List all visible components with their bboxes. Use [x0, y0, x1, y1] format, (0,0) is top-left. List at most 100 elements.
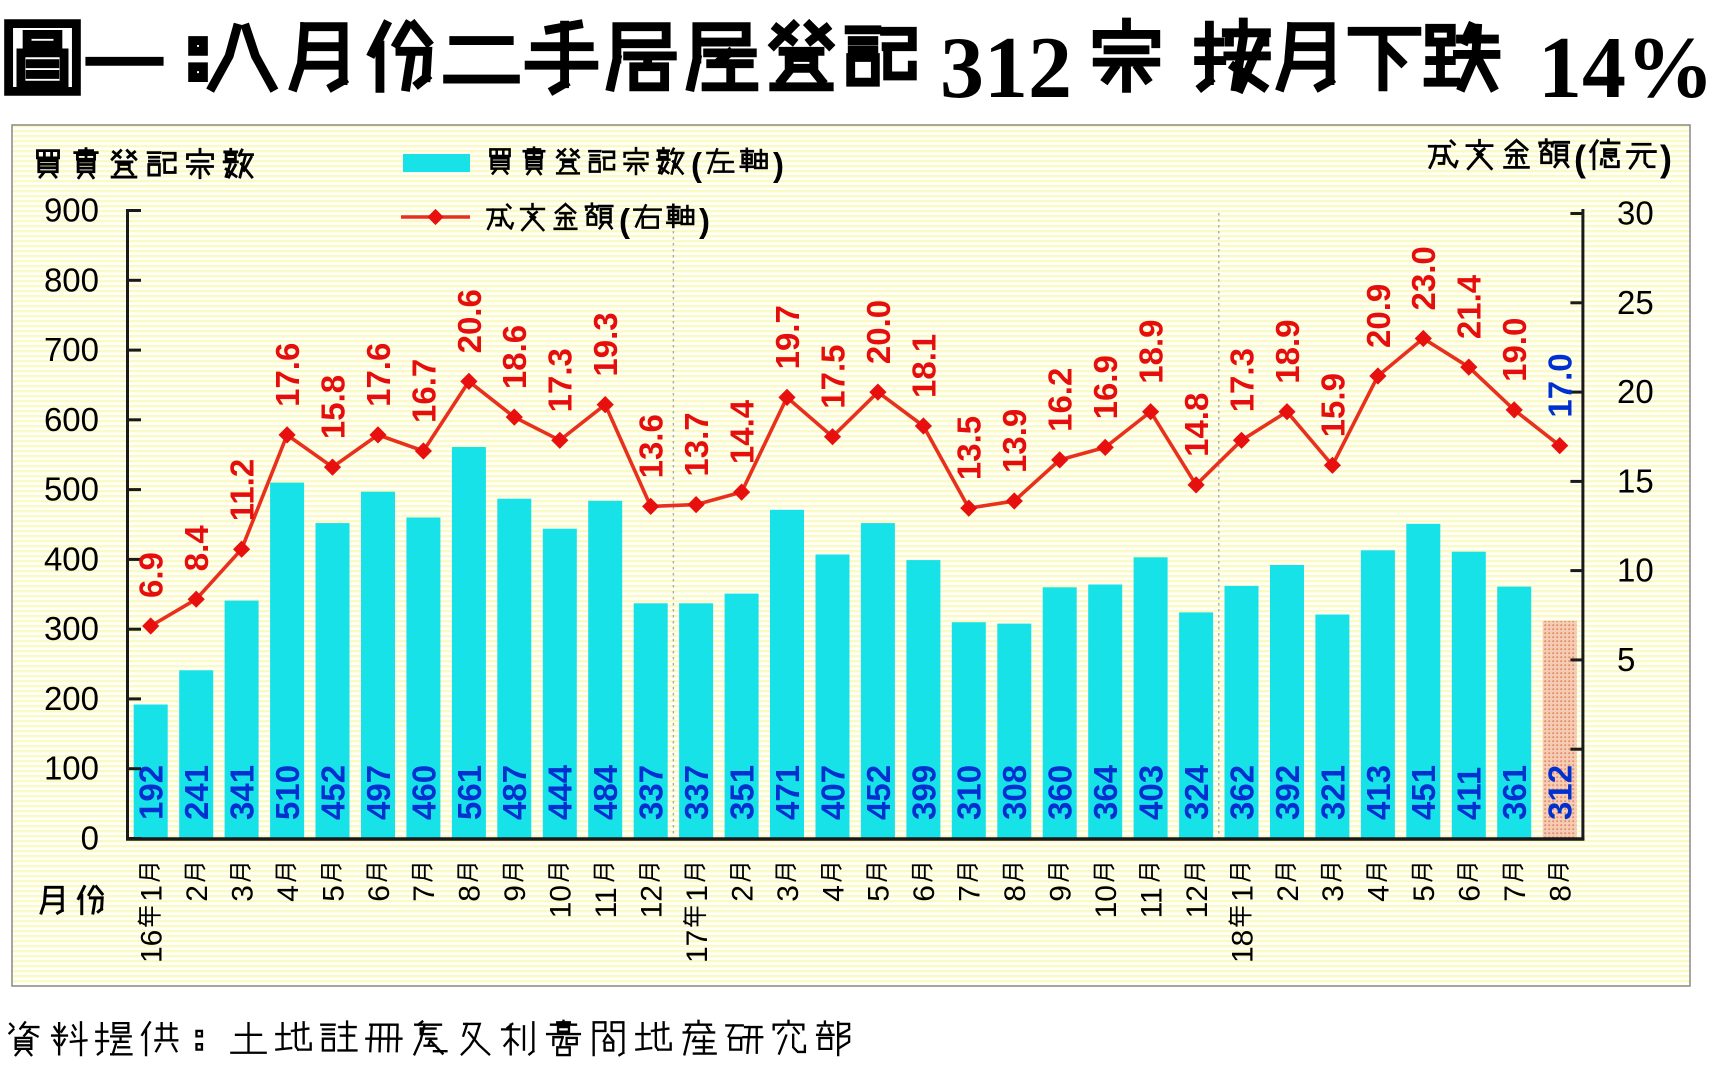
svg-text:400: 400 — [44, 540, 99, 577]
svg-text:6: 6 — [363, 885, 396, 902]
svg-text:17.3: 17.3 — [542, 348, 579, 412]
svg-text:300: 300 — [44, 610, 99, 647]
svg-text:13.7: 13.7 — [678, 412, 715, 476]
svg-text:8: 8 — [999, 885, 1032, 902]
svg-text:10: 10 — [1617, 552, 1654, 589]
svg-text:241: 241 — [178, 765, 215, 820]
svg-text:337: 337 — [633, 765, 670, 820]
svg-text:1: 1 — [136, 885, 169, 902]
svg-text:18.1: 18.1 — [905, 334, 942, 398]
svg-text:23.0: 23.0 — [1405, 246, 1442, 310]
svg-text:20.0: 20.0 — [860, 300, 897, 364]
svg-text:407: 407 — [814, 765, 851, 820]
svg-text:): ) — [1660, 138, 1672, 179]
svg-text:9: 9 — [1045, 885, 1078, 902]
svg-text:1: 1 — [681, 885, 714, 902]
svg-text:17.5: 17.5 — [814, 344, 851, 408]
svg-text:13.9: 13.9 — [996, 409, 1033, 473]
svg-text:324: 324 — [1178, 764, 1215, 820]
svg-text:3: 3 — [772, 885, 805, 902]
svg-text:16.7: 16.7 — [405, 359, 442, 423]
svg-text:362: 362 — [1223, 765, 1260, 820]
svg-text:16: 16 — [136, 930, 169, 963]
svg-text:19.0: 19.0 — [1496, 318, 1533, 382]
svg-text:497: 497 — [360, 765, 397, 820]
svg-text:13.6: 13.6 — [633, 414, 670, 478]
svg-text:12: 12 — [636, 885, 669, 918]
svg-text:30: 30 — [1617, 195, 1654, 232]
svg-text:): ) — [773, 146, 784, 183]
svg-text:14%: 14% — [1538, 20, 1713, 117]
svg-text:18.6: 18.6 — [496, 325, 533, 389]
svg-text:444: 444 — [542, 764, 579, 820]
svg-text:3: 3 — [1317, 885, 1350, 902]
svg-text:4: 4 — [1363, 885, 1396, 902]
svg-text:321: 321 — [1314, 765, 1351, 820]
svg-text:17.6: 17.6 — [360, 343, 397, 407]
svg-text:6: 6 — [908, 885, 941, 902]
svg-text:341: 341 — [224, 765, 261, 820]
svg-text:16.9: 16.9 — [1087, 355, 1124, 419]
svg-text:25: 25 — [1617, 284, 1654, 321]
svg-text:13.5: 13.5 — [951, 416, 988, 480]
svg-text:4: 4 — [272, 885, 305, 902]
svg-text:360: 360 — [1042, 765, 1079, 820]
svg-text:800: 800 — [44, 261, 99, 298]
svg-text:500: 500 — [44, 471, 99, 508]
svg-text:7: 7 — [1499, 885, 1532, 902]
svg-text:337: 337 — [678, 765, 715, 820]
svg-text:7: 7 — [954, 885, 987, 902]
svg-text:(: ( — [691, 146, 702, 183]
svg-text:8: 8 — [1545, 885, 1578, 902]
svg-text:14.4: 14.4 — [724, 399, 761, 464]
svg-text:484: 484 — [587, 764, 624, 820]
svg-text:399: 399 — [905, 765, 942, 820]
svg-text:15: 15 — [1617, 462, 1654, 499]
svg-text:15.9: 15.9 — [1314, 373, 1351, 437]
svg-text:5: 5 — [863, 885, 896, 902]
svg-text:20: 20 — [1617, 373, 1654, 410]
svg-text:8.4: 8.4 — [178, 525, 215, 572]
svg-text:403: 403 — [1133, 765, 1170, 820]
svg-text:700: 700 — [44, 331, 99, 368]
svg-text:10: 10 — [545, 885, 578, 918]
svg-text:14.8: 14.8 — [1178, 393, 1215, 457]
svg-text:11: 11 — [590, 887, 623, 918]
svg-text:192: 192 — [133, 765, 170, 820]
svg-text:487: 487 — [496, 765, 533, 820]
svg-text:200: 200 — [44, 680, 99, 717]
svg-text:): ) — [699, 202, 710, 239]
svg-text:12: 12 — [1181, 885, 1214, 918]
svg-text:100: 100 — [44, 750, 99, 787]
svg-text:21.4: 21.4 — [1451, 274, 1488, 339]
svg-text:18.9: 18.9 — [1269, 319, 1306, 383]
svg-text:308: 308 — [996, 765, 1033, 820]
svg-text:9: 9 — [499, 885, 532, 902]
svg-text:5: 5 — [1617, 641, 1635, 678]
svg-text:(: ( — [619, 202, 630, 239]
svg-text:7: 7 — [408, 885, 441, 902]
svg-text:561: 561 — [451, 765, 488, 820]
svg-text:6: 6 — [1454, 885, 1487, 902]
svg-text:1: 1 — [1226, 885, 1259, 902]
svg-text:452: 452 — [314, 765, 351, 820]
svg-text:310: 310 — [951, 765, 988, 820]
svg-text:17: 17 — [681, 930, 714, 963]
svg-text:6.9: 6.9 — [133, 552, 170, 598]
svg-text:4: 4 — [817, 885, 850, 902]
svg-text:361: 361 — [1496, 765, 1533, 820]
svg-text:0: 0 — [81, 820, 99, 857]
svg-text:20.9: 20.9 — [1360, 284, 1397, 348]
svg-text:312: 312 — [1542, 765, 1579, 820]
svg-text:17.3: 17.3 — [1223, 348, 1260, 412]
svg-text:15.8: 15.8 — [314, 375, 351, 439]
svg-text:413: 413 — [1360, 765, 1397, 820]
svg-text:5: 5 — [317, 885, 350, 902]
svg-text:2: 2 — [726, 885, 759, 902]
svg-text:364: 364 — [1087, 764, 1124, 820]
svg-text:312: 312 — [940, 20, 1072, 117]
svg-text:19.7: 19.7 — [769, 305, 806, 369]
svg-text:900: 900 — [44, 192, 99, 229]
svg-text:17.6: 17.6 — [269, 343, 306, 407]
svg-text:20.6: 20.6 — [451, 289, 488, 353]
